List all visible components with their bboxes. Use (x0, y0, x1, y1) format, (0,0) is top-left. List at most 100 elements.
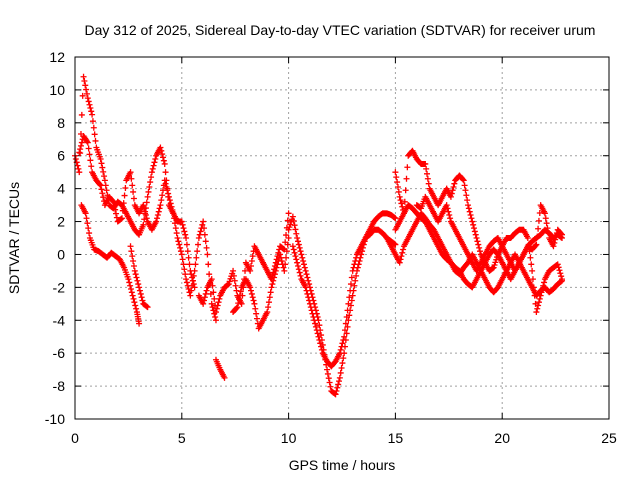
y-tick-label: 10 (49, 82, 65, 98)
data-point (395, 188, 402, 195)
data-point (83, 86, 90, 93)
data-point (465, 205, 472, 212)
y-axis-tick-labels: -10 -8 -6 -4 -2 0 2 4 6 8 10 12 (45, 49, 65, 427)
data-point (398, 253, 405, 260)
data-point (557, 270, 564, 277)
data-point (157, 202, 164, 209)
data-point (185, 254, 192, 261)
series-track-i (289, 226, 399, 370)
data-point (285, 235, 292, 241)
data-point (130, 195, 137, 202)
data-point (90, 124, 97, 131)
x-tick-label: 20 (494, 430, 510, 446)
data-point (281, 267, 288, 274)
data-point (556, 267, 563, 274)
data-point (77, 146, 84, 153)
data-point (444, 205, 451, 212)
data-point (529, 267, 536, 274)
data-point (489, 265, 496, 272)
data-point (83, 90, 90, 97)
data-point (191, 267, 198, 274)
data-point (324, 370, 331, 377)
data-point (170, 210, 177, 217)
data-point (447, 193, 454, 200)
data-point (212, 309, 219, 316)
data-point (318, 343, 325, 350)
data-point (161, 177, 168, 184)
data-point (201, 297, 208, 304)
data-point (230, 267, 237, 274)
data-point (307, 304, 314, 311)
data-point (343, 330, 350, 337)
data-point (159, 192, 166, 199)
data-point (202, 290, 209, 297)
x-tick-label: 25 (601, 430, 617, 446)
data-point (98, 160, 105, 167)
data-point (315, 333, 322, 340)
data-point (249, 294, 256, 301)
data-point (535, 225, 542, 232)
data-point (204, 251, 211, 258)
data-point (184, 248, 191, 255)
data-point (163, 183, 170, 190)
data-point (112, 206, 119, 213)
data-point (394, 183, 401, 190)
data-point (391, 240, 398, 247)
data-point (87, 157, 94, 164)
data-point (551, 239, 558, 246)
y-tick-label: -8 (53, 378, 66, 394)
data-point (203, 287, 210, 294)
data-point (183, 279, 190, 286)
data-point (200, 300, 207, 307)
data-point (121, 192, 128, 199)
data-point (310, 313, 317, 320)
data-point (175, 238, 182, 245)
data-point (140, 202, 147, 209)
data-point (135, 281, 142, 288)
data-point (136, 320, 143, 327)
data-point (312, 323, 319, 330)
data-point (345, 317, 352, 324)
data-point (341, 333, 348, 340)
data-point (78, 139, 85, 146)
data-point (248, 262, 255, 269)
data-point (251, 300, 258, 307)
data-point (133, 305, 140, 312)
data-point (399, 249, 406, 256)
data-point (192, 261, 199, 268)
data-point (249, 253, 256, 260)
data-point (145, 188, 152, 195)
data-point (215, 299, 222, 306)
data-point (424, 175, 431, 182)
data-point (132, 271, 139, 278)
data-point (303, 287, 310, 294)
data-point (179, 221, 186, 228)
data-point (127, 282, 134, 289)
data-point (284, 217, 291, 224)
data-point (392, 169, 399, 176)
data-point (552, 236, 559, 243)
data-point (289, 243, 296, 250)
data-point (182, 271, 189, 278)
data-point (101, 177, 108, 184)
data-point (74, 162, 81, 169)
data-point (350, 264, 357, 271)
data-point (267, 289, 274, 296)
data-point (308, 307, 315, 314)
data-point (324, 366, 331, 373)
data-point (138, 294, 145, 301)
data-point (463, 192, 470, 199)
data-point (101, 173, 108, 180)
data-point (292, 226, 299, 233)
data-point (301, 264, 308, 271)
x-tick-label: 15 (388, 430, 404, 446)
data-point (302, 284, 309, 291)
data-point (271, 274, 278, 281)
data-point (165, 190, 172, 197)
data-point (80, 73, 87, 80)
data-point (171, 215, 178, 222)
data-point (201, 231, 208, 238)
data-point (202, 238, 209, 245)
data-point (122, 184, 129, 191)
data-point (203, 244, 210, 251)
